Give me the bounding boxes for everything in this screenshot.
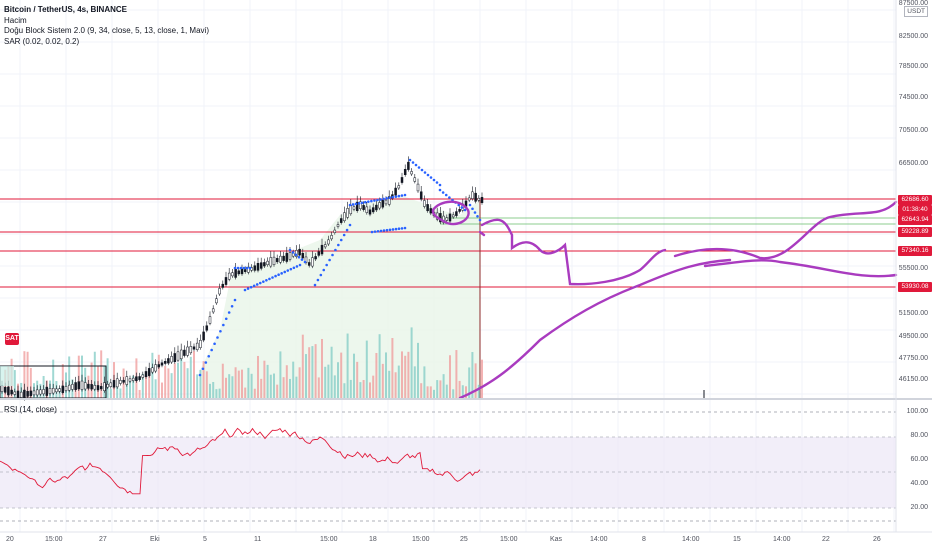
price-label: 55500.00 xyxy=(898,265,928,272)
symbol-title[interactable]: Bitcoin / TetherUS, 4s, BINANCE xyxy=(4,5,127,14)
chart-legend: Bitcoin / TetherUS, 4s, BINANCE Hacim Do… xyxy=(4,5,209,47)
time-label: 8 xyxy=(642,536,646,543)
time-label: 27 xyxy=(99,536,107,543)
time-label: 15:00 xyxy=(412,536,430,543)
rsi-line xyxy=(0,427,481,495)
sar-legend[interactable]: SAR (0.02, 0.02, 0.2) xyxy=(4,36,80,46)
price-tag: 53930.08 xyxy=(898,282,932,292)
currency-button[interactable]: USDT xyxy=(904,6,928,17)
time-label: 15 xyxy=(733,536,741,543)
highlight-area xyxy=(200,195,480,398)
price-tag: 57340.16 xyxy=(898,246,932,256)
price-label: 70500.00 xyxy=(898,127,928,134)
price-label: 66500.00 xyxy=(898,160,928,167)
support-lines[interactable] xyxy=(0,198,896,288)
price-label: 74500.00 xyxy=(898,94,928,101)
price-tag: 59228.89 xyxy=(898,227,932,237)
price-label: 87500.00 xyxy=(898,0,928,7)
time-label: 25 xyxy=(460,536,468,543)
time-label: 14:00 xyxy=(590,536,608,543)
hand-drawings[interactable] xyxy=(431,200,898,400)
price-tag: 62643.94 xyxy=(898,215,932,225)
time-label: 22 xyxy=(822,536,830,543)
time-label: Kas xyxy=(550,536,563,543)
time-label: 14:00 xyxy=(682,536,700,543)
sar-dots xyxy=(198,158,482,377)
price-tag-current: 62686.60 xyxy=(898,195,932,205)
price-label: 78500.00 xyxy=(898,63,928,70)
time-label: 15:00 xyxy=(500,536,518,543)
rsi-scale-label: 40.00 xyxy=(910,480,928,487)
time-label: 15:00 xyxy=(320,536,338,543)
time-label: 14:00 xyxy=(773,536,791,543)
time-label: Eki xyxy=(150,536,160,543)
rsi-scale-label: 80.00 xyxy=(910,432,928,439)
rsi-scale-label: 100.00 xyxy=(906,408,928,415)
indicator-legend[interactable]: Doğu Block Sistem 2.0 (9, 34, close, 5, … xyxy=(4,26,209,35)
time-label: 20 xyxy=(6,536,14,543)
rsi-legend[interactable]: RSI (14, close) xyxy=(4,405,57,414)
price-scale[interactable]: USDT 87500.00 82500.00 78500.00 74500.00… xyxy=(896,0,932,530)
price-label: 46150.00 xyxy=(898,376,928,383)
sell-signal-badge: SAT xyxy=(5,333,19,345)
price-label: 51500.00 xyxy=(898,310,928,317)
price-label: 82500.00 xyxy=(898,33,928,40)
rsi-scale-label: 20.00 xyxy=(910,504,928,511)
time-label: 15:00 xyxy=(45,536,63,543)
price-label: 47750.00 xyxy=(898,355,928,362)
range-box-fill xyxy=(0,366,14,386)
time-label: 18 xyxy=(369,536,377,543)
price-label: 49500.00 xyxy=(898,333,928,340)
rsi-scale-label: 60.00 xyxy=(910,456,928,463)
time-label: 26 xyxy=(873,536,881,543)
volume-legend[interactable]: Hacim xyxy=(4,15,27,25)
price-tag-countdown: 01:38:40 xyxy=(898,205,932,215)
time-axis[interactable]: 20 15:00 27 Eki 5 11 15:00 18 15:00 25 1… xyxy=(0,532,896,550)
time-label: 5 xyxy=(203,536,207,543)
time-label: 11 xyxy=(254,536,262,543)
